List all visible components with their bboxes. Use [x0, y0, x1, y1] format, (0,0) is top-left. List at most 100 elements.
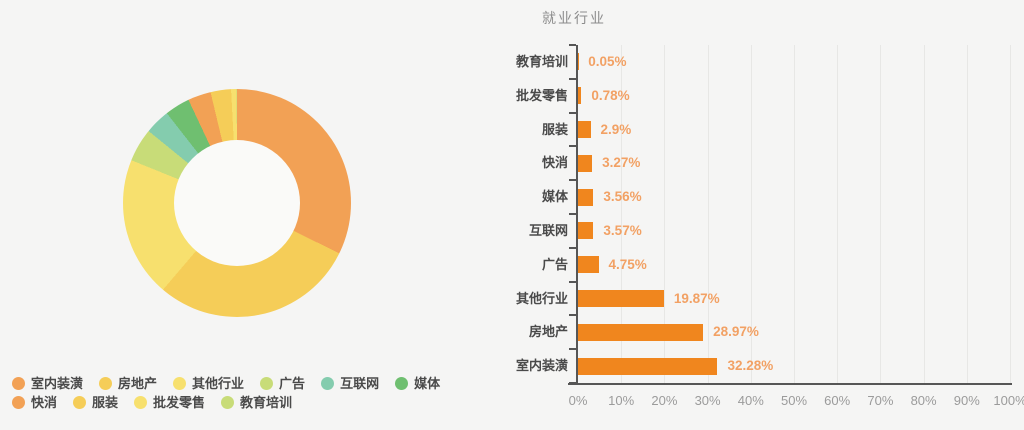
category-label: 媒体	[541, 189, 568, 205]
bar[interactable]	[578, 87, 582, 105]
legend-label: 教育培训	[240, 395, 293, 410]
legend-item[interactable]: 批发零售	[134, 396, 205, 409]
x-tick-label: 60%	[824, 393, 851, 408]
bar[interactable]	[578, 53, 579, 71]
x-tick-label: 100%	[993, 393, 1024, 408]
legend-label: 媒体	[414, 376, 441, 391]
bar-value-label: 28.97%	[713, 324, 759, 340]
bar-value-label: 4.75%	[608, 256, 647, 272]
bar[interactable]	[578, 357, 718, 375]
gridline	[923, 45, 925, 383]
x-tick-label: 90%	[953, 393, 980, 408]
gridline	[621, 45, 623, 383]
gridline	[837, 45, 839, 383]
category-label: 教育培训	[515, 54, 568, 69]
bar[interactable]	[578, 256, 599, 274]
bar[interactable]	[578, 154, 593, 172]
category-label: 批发零售	[515, 87, 568, 103]
category-label: 其他行业	[515, 290, 568, 306]
legend-swatch-icon	[12, 377, 25, 390]
category-label: 室内装潢	[515, 358, 568, 374]
bar-value-label: 3.56%	[603, 189, 642, 205]
gridline	[750, 45, 752, 383]
legend-label: 室内装潢	[31, 376, 84, 391]
x-tick-label: 80%	[910, 393, 937, 408]
x-axis-line	[568, 383, 1012, 385]
x-tick-label: 10%	[608, 393, 635, 408]
category-label: 服装	[541, 121, 568, 137]
legend-item[interactable]: 广告	[260, 377, 305, 390]
legend-item[interactable]: 房地产	[99, 377, 157, 390]
x-tick-label: 70%	[867, 393, 894, 408]
y-axis-tick	[569, 348, 576, 351]
donut-legend: 室内装潢 房地产 其他行业 广告 互联网 媒体快消 服装 批发零售 教育培训	[12, 377, 482, 415]
legend-swatch-icon	[73, 396, 87, 409]
bar-value-label: 2.9%	[600, 121, 632, 137]
donut-chart[interactable]	[123, 89, 351, 317]
legend-label: 快消	[31, 395, 58, 410]
bar-plot: 教育培训 0.05% 批发零售 0.78% 服装 2.9% 快消 3.27% 媒体 3.56% 互联…	[516, 44, 1024, 408]
bar[interactable]	[578, 121, 591, 138]
legend-swatch-icon	[321, 377, 335, 390]
bar-value-label: 19.87%	[673, 290, 720, 306]
bar-value-label: 0.78%	[591, 87, 630, 103]
legend-item[interactable]: 其他行业	[173, 377, 244, 390]
y-axis-tick	[569, 44, 576, 46]
legend-swatch-icon	[221, 396, 235, 409]
category-label: 快消	[541, 155, 568, 171]
legend-item[interactable]: 互联网	[321, 377, 379, 390]
gridline	[707, 45, 709, 383]
legend-item[interactable]: 服装	[73, 396, 118, 409]
legend-label: 互联网	[340, 376, 380, 391]
y-axis-tick	[569, 77, 576, 80]
bar-chart-title: 就业行业	[542, 10, 606, 26]
y-axis-tick	[569, 314, 576, 317]
legend-label: 广告	[279, 376, 306, 391]
legend-swatch-icon	[134, 396, 148, 409]
y-axis-tick	[569, 111, 576, 114]
y-axis-tick	[569, 213, 576, 215]
legend-label: 批发零售	[153, 395, 206, 410]
gridline	[1010, 45, 1011, 383]
legend-item[interactable]: 快消	[12, 396, 57, 409]
gridline	[794, 45, 795, 383]
legend-swatch-icon	[395, 377, 409, 390]
y-axis-tick	[569, 382, 576, 384]
legend-swatch-icon	[260, 377, 274, 390]
bar[interactable]	[578, 222, 594, 240]
legend-item[interactable]: 室内装潢	[12, 377, 83, 390]
legend-item[interactable]: 媒体	[395, 377, 440, 390]
y-axis-tick	[569, 246, 576, 249]
bar[interactable]	[578, 290, 664, 307]
y-axis-line	[576, 45, 578, 385]
legend-swatch-icon	[99, 377, 113, 390]
bar[interactable]	[578, 323, 704, 341]
x-tick-label: 20%	[651, 393, 678, 408]
legend-label: 服装	[92, 395, 119, 410]
x-tick-label: 0%	[568, 393, 588, 408]
y-axis-tick	[569, 280, 576, 283]
legend-label: 其他行业	[192, 376, 245, 391]
y-axis-tick	[569, 145, 576, 148]
gridline	[880, 45, 882, 383]
category-label: 互联网	[528, 223, 568, 238]
bar-value-label: 3.27%	[602, 155, 641, 171]
legend-row: 室内装潢 房地产 其他行业 广告 互联网 媒体	[12, 377, 482, 390]
legend-swatch-icon	[12, 396, 25, 409]
bar-value-label: 3.57%	[603, 223, 642, 238]
legend-swatch-icon	[173, 377, 187, 390]
bar[interactable]	[578, 188, 594, 206]
bar-value-label: 32.28%	[727, 358, 774, 374]
x-tick-label: 40%	[737, 393, 764, 408]
category-label: 房地产	[528, 324, 568, 340]
legend-label: 房地产	[118, 376, 158, 391]
y-axis-tick	[569, 179, 576, 182]
category-label: 广告	[541, 256, 568, 272]
gridline	[966, 45, 968, 383]
legend-row: 快消 服装 批发零售 教育培训	[12, 396, 482, 409]
legend-item[interactable]: 教育培训	[221, 396, 292, 409]
x-tick-label: 50%	[780, 393, 808, 408]
gridline	[664, 45, 666, 383]
x-tick-label: 30%	[694, 393, 721, 408]
